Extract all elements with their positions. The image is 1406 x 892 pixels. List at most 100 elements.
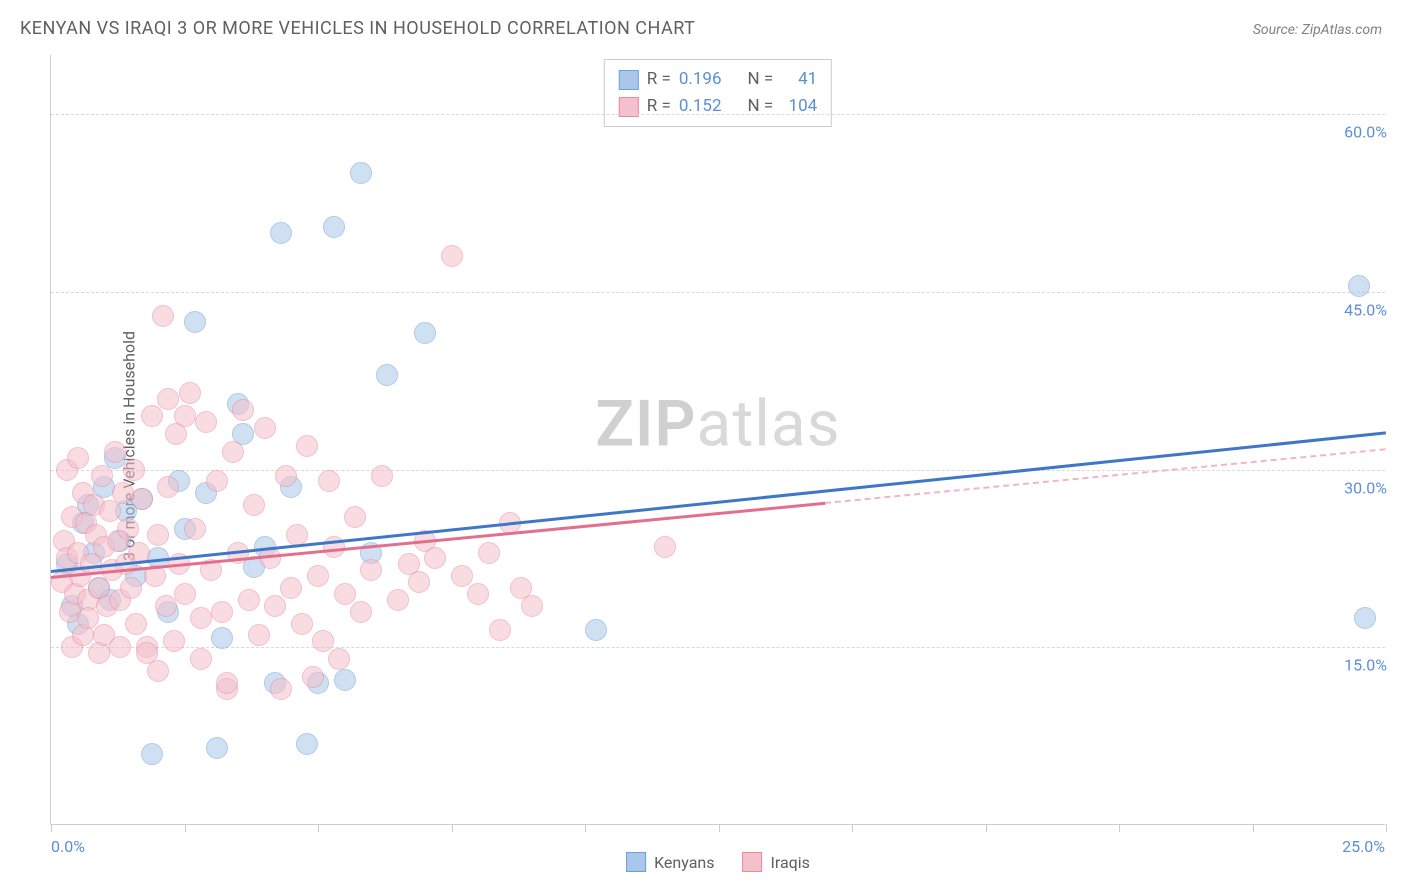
scatter-point xyxy=(254,417,276,439)
scatter-point xyxy=(275,465,297,487)
x-tick xyxy=(1119,824,1120,832)
scatter-point xyxy=(131,488,153,510)
x-tick xyxy=(452,824,453,832)
scatter-point xyxy=(147,660,169,682)
scatter-point xyxy=(141,405,163,427)
scatter-point xyxy=(371,465,393,487)
scatter-point xyxy=(179,382,201,404)
scatter-point xyxy=(174,405,196,427)
x-tick xyxy=(51,824,52,832)
scatter-point xyxy=(264,595,286,617)
scatter-point xyxy=(222,441,244,463)
legend-label: Kenyans xyxy=(654,853,714,872)
scatter-point xyxy=(328,648,350,670)
x-tick xyxy=(1253,824,1254,832)
scatter-point xyxy=(1354,607,1376,629)
scatter-point xyxy=(387,589,409,611)
scatter-point xyxy=(296,733,318,755)
scatter-point xyxy=(211,601,233,623)
x-tick-label: 0.0% xyxy=(51,837,85,856)
scatter-point xyxy=(195,411,217,433)
scatter-point xyxy=(280,577,302,599)
chart-source: Source: ZipAtlas.com xyxy=(1253,22,1382,38)
scatter-point xyxy=(585,619,607,641)
scatter-point xyxy=(414,322,436,344)
legend-swatch xyxy=(743,852,763,872)
scatter-point xyxy=(206,737,228,759)
scatter-point xyxy=(286,524,308,546)
scatter-point xyxy=(270,222,292,244)
scatter-point xyxy=(270,678,292,700)
scatter-point xyxy=(521,595,543,617)
stat-n-value: 41 xyxy=(781,66,817,93)
stat-r-value: 0.152 xyxy=(679,93,722,120)
watermark-strong: ZIP xyxy=(595,387,696,462)
legend-label: Iraqis xyxy=(771,853,810,872)
plot-area: ZIPatlas R =0.196N =41R =0.152N =104 Ken… xyxy=(50,55,1385,825)
x-tick xyxy=(1386,824,1387,832)
scatter-point xyxy=(376,364,398,386)
legend-swatch xyxy=(626,852,646,872)
scatter-point xyxy=(302,666,324,688)
chart-title: KENYAN VS IRAQI 3 OR MORE VEHICLES IN HO… xyxy=(20,18,695,39)
stat-legend-row: R =0.152N =104 xyxy=(619,93,817,120)
legend-item: Iraqis xyxy=(743,852,810,872)
scatter-point xyxy=(157,388,179,410)
scatter-point xyxy=(190,607,212,629)
scatter-point xyxy=(654,536,676,558)
scatter-point xyxy=(489,619,511,641)
scatter-point xyxy=(1348,275,1370,297)
scatter-point xyxy=(350,601,372,623)
scatter-point xyxy=(163,630,185,652)
scatter-point xyxy=(123,459,145,481)
scatter-point xyxy=(238,589,260,611)
scatter-point xyxy=(184,311,206,333)
scatter-point xyxy=(147,524,169,546)
scatter-point xyxy=(467,583,489,605)
scatter-point xyxy=(77,607,99,629)
scatter-point xyxy=(441,245,463,267)
scatter-point xyxy=(190,648,212,670)
y-tick-label: 30.0% xyxy=(1338,478,1387,497)
scatter-point xyxy=(206,470,228,492)
scatter-point xyxy=(157,476,179,498)
scatter-point xyxy=(248,624,270,646)
scatter-point xyxy=(478,542,500,564)
scatter-point xyxy=(408,571,430,593)
scatter-point xyxy=(350,162,372,184)
y-tick-label: 45.0% xyxy=(1338,300,1387,319)
scatter-point xyxy=(424,547,446,569)
scatter-point xyxy=(109,636,131,658)
scatter-point xyxy=(67,447,89,469)
legend-swatch xyxy=(619,70,639,90)
stat-legend: R =0.196N =41R =0.152N =104 xyxy=(604,59,832,127)
x-tick xyxy=(986,824,987,832)
scatter-point xyxy=(291,613,313,635)
scatter-point xyxy=(104,441,126,463)
trend-line xyxy=(825,448,1386,504)
scatter-point xyxy=(307,565,329,587)
scatter-point xyxy=(117,518,139,540)
scatter-point xyxy=(334,583,356,605)
stat-r-label: R = xyxy=(647,93,671,120)
y-tick-label: 60.0% xyxy=(1338,123,1387,142)
scatter-point xyxy=(318,470,340,492)
scatter-point xyxy=(141,743,163,765)
watermark-rest: atlas xyxy=(697,387,841,462)
stat-n-label: N = xyxy=(748,93,774,120)
gridline-horizontal xyxy=(51,114,1385,115)
gridline-horizontal xyxy=(51,647,1385,648)
scatter-point xyxy=(323,216,345,238)
gridline-horizontal xyxy=(51,470,1385,471)
x-tick xyxy=(585,824,586,832)
scatter-point xyxy=(99,500,121,522)
watermark: ZIPatlas xyxy=(595,387,840,462)
stat-r-value: 0.196 xyxy=(679,66,722,93)
scatter-point xyxy=(451,565,473,587)
x-tick xyxy=(852,824,853,832)
scatter-point xyxy=(243,494,265,516)
scatter-point xyxy=(296,435,318,457)
y-tick-label: 15.0% xyxy=(1338,656,1387,675)
legend-item: Kenyans xyxy=(626,852,714,872)
scatter-point xyxy=(312,630,334,652)
